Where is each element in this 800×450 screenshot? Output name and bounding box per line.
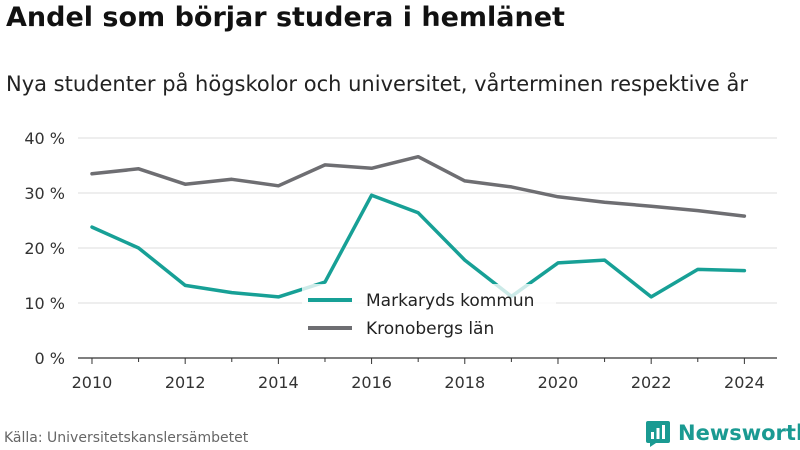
series-line-kronoberg	[90, 154, 747, 218]
brand-name: Newsworthy	[678, 421, 800, 445]
y-tick-label: 0 %	[35, 349, 65, 368]
newsworthy-logo-icon	[646, 421, 670, 447]
legend-label: Kronobergs län	[366, 319, 494, 339]
legend: Markaryds kommun Kronobergs län	[302, 284, 556, 346]
series-line-markaryd	[90, 193, 747, 299]
series-lines	[90, 154, 747, 299]
y-tick-label: 10 %	[24, 294, 65, 313]
x-tick-label: 2014	[258, 373, 299, 392]
y-tick-label: 30 %	[24, 184, 65, 203]
x-axis: 2010 2012 2014 2016 2018 2020 2022 2024	[72, 357, 777, 392]
x-tick-label: 2012	[165, 373, 206, 392]
legend-label: Markaryds kommun	[366, 291, 534, 311]
x-tick-label: 2016	[351, 373, 392, 392]
y-tick-label: 40 %	[24, 129, 65, 148]
y-axis-ticks: 0 % 10 % 20 % 30 % 40 %	[24, 129, 65, 368]
line-chart: 0 % 10 % 20 % 30 % 40 % 2010 2012 2014 2016 2018…	[24, 129, 777, 392]
y-tick-label: 20 %	[24, 239, 65, 258]
chart-subtitle: Nya studenter på högskolor och universit…	[6, 72, 748, 96]
legend-background	[302, 284, 556, 346]
x-tick-label: 2010	[72, 373, 113, 392]
x-tick-label: 2024	[724, 373, 765, 392]
brand-logo: Newsworthy	[644, 419, 800, 447]
x-tick-label: 2022	[631, 373, 672, 392]
source-note: Källa: Universitetskanslersämbetet	[4, 430, 249, 446]
x-tick-label: 2018	[444, 373, 485, 392]
chart-title: Andel som börjar studera i hemlänet	[6, 2, 565, 33]
x-tick-label: 2020	[538, 373, 579, 392]
